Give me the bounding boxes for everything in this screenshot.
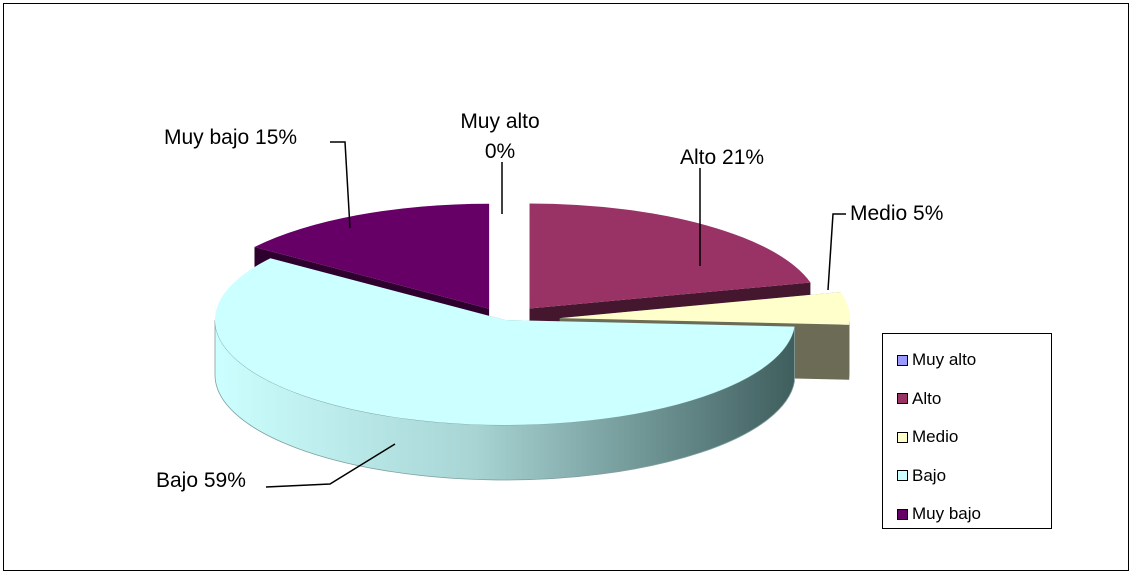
legend-swatch-muy-alto <box>897 354 908 366</box>
legend-label-muy-alto: Muy alto <box>912 350 977 370</box>
data-label-muy-bajo: Muy bajo 15% <box>164 126 297 149</box>
slice-top-muy-bajo <box>254 203 490 309</box>
legend-item-muy-alto: Muy alto <box>897 341 1051 380</box>
legend-item-bajo: Bajo <box>897 457 1051 496</box>
slice-side-bajo <box>214 319 795 481</box>
slice-top-bajo <box>214 258 795 426</box>
slice-top-alto <box>529 203 811 309</box>
data-label-bajo: Bajo 59% <box>156 469 246 492</box>
legend-swatch-muy-bajo <box>897 508 908 520</box>
legend-label-medio: Medio <box>912 427 959 447</box>
legend-item-alto: Alto <box>897 380 1051 419</box>
data-label-alto: Alto 21% <box>680 146 764 169</box>
legend: Muy alto Alto Medio Bajo Muy bajo <box>882 333 1052 529</box>
legend-label-muy-bajo: Muy bajo <box>912 504 981 524</box>
legend-swatch-medio <box>897 431 908 443</box>
data-label-muy-alto-line2: 0% <box>485 140 515 163</box>
data-label-muy-alto-line1: Muy alto <box>460 110 539 133</box>
legend-item-medio: Medio <box>897 418 1051 457</box>
leader-line-medio <box>827 213 846 291</box>
legend-swatch-alto <box>897 393 908 405</box>
leader-line-bajo <box>265 443 396 488</box>
slice-side-medio <box>849 318 850 380</box>
data-label-medio: Medio 5% <box>850 202 943 225</box>
legend-label-bajo: Bajo <box>912 465 947 485</box>
slice-top-medio <box>559 292 850 325</box>
legend-item-muy-bajo: Muy bajo <box>897 495 1051 534</box>
legend-swatch-bajo <box>897 470 908 482</box>
legend-label-alto: Alto <box>912 388 942 408</box>
leader-line-muy-bajo <box>330 141 351 229</box>
